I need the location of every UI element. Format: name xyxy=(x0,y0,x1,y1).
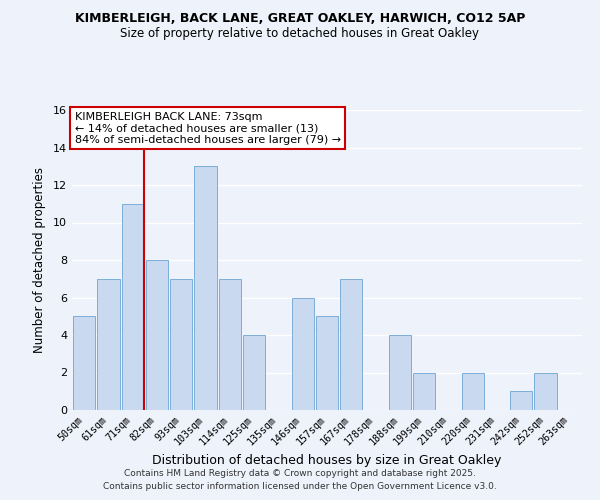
Bar xyxy=(292,298,314,410)
Bar xyxy=(340,279,362,410)
Text: Size of property relative to detached houses in Great Oakley: Size of property relative to detached ho… xyxy=(121,28,479,40)
Bar xyxy=(461,372,484,410)
Text: KIMBERLEIGH BACK LANE: 73sqm
← 14% of detached houses are smaller (13)
84% of se: KIMBERLEIGH BACK LANE: 73sqm ← 14% of de… xyxy=(74,112,341,144)
Bar xyxy=(389,335,411,410)
Bar xyxy=(73,316,95,410)
Bar xyxy=(316,316,338,410)
Text: Contains HM Land Registry data © Crown copyright and database right 2025.: Contains HM Land Registry data © Crown c… xyxy=(124,468,476,477)
Bar xyxy=(243,335,265,410)
Bar xyxy=(413,372,436,410)
Bar xyxy=(218,279,241,410)
Y-axis label: Number of detached properties: Number of detached properties xyxy=(33,167,46,353)
Bar xyxy=(122,204,144,410)
Bar xyxy=(535,372,557,410)
Text: KIMBERLEIGH, BACK LANE, GREAT OAKLEY, HARWICH, CO12 5AP: KIMBERLEIGH, BACK LANE, GREAT OAKLEY, HA… xyxy=(75,12,525,26)
Bar xyxy=(194,166,217,410)
Bar xyxy=(97,279,119,410)
Bar xyxy=(146,260,168,410)
Text: Contains public sector information licensed under the Open Government Licence v3: Contains public sector information licen… xyxy=(103,482,497,491)
Bar xyxy=(510,391,532,410)
Bar xyxy=(170,279,193,410)
X-axis label: Distribution of detached houses by size in Great Oakley: Distribution of detached houses by size … xyxy=(152,454,502,468)
